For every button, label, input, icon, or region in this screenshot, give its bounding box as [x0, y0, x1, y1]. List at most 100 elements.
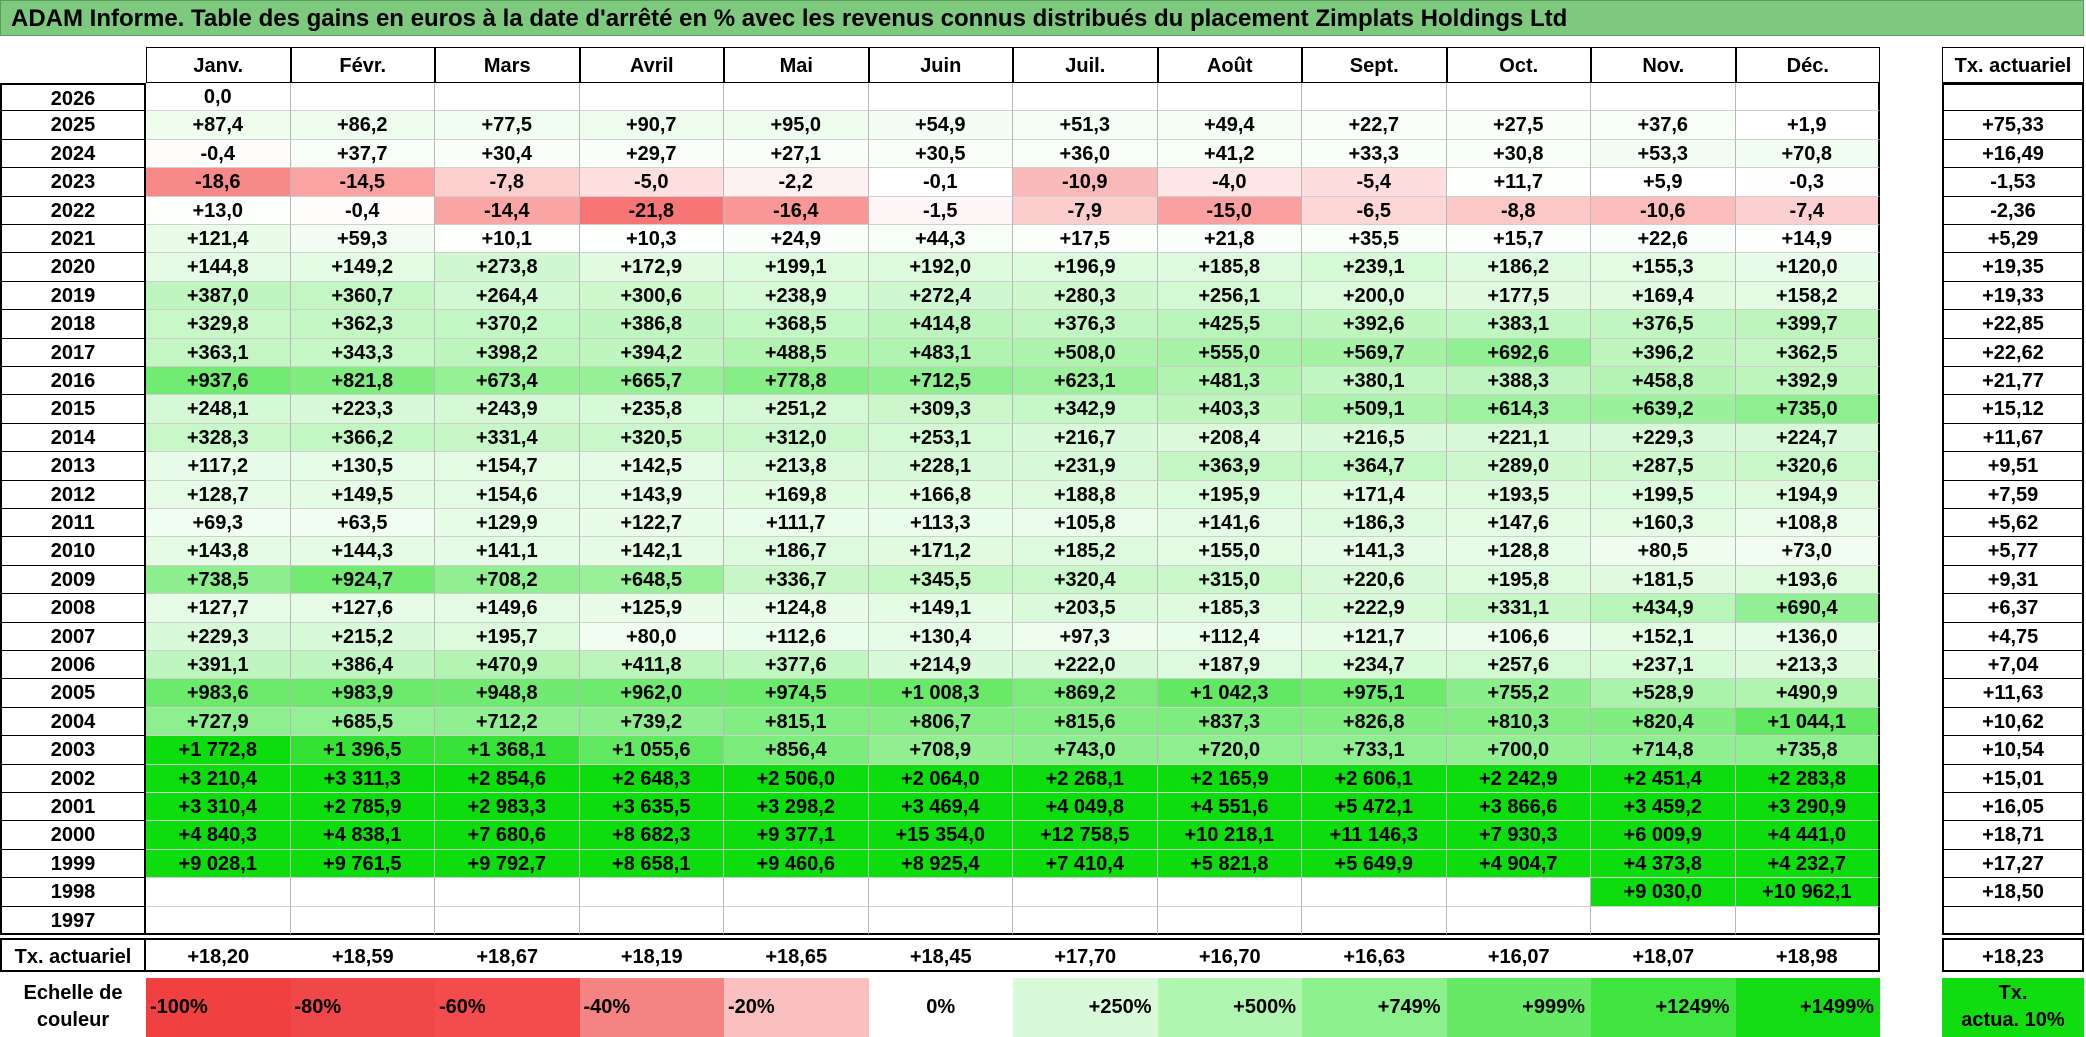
- value-cell: +738,5: [146, 565, 291, 595]
- year-cell: 2015: [0, 395, 146, 424]
- value-cell: +309,3: [868, 395, 1013, 424]
- footer-value: +16,07: [1446, 938, 1591, 972]
- value-cell: +399,7: [1735, 310, 1880, 339]
- value-cell: +160,3: [1591, 509, 1736, 538]
- value-cell: +10,3: [579, 225, 724, 254]
- value-cell: -0,4: [146, 139, 291, 169]
- value-cell: +690,4: [1735, 594, 1880, 623]
- value-cell: -21,8: [579, 196, 724, 225]
- value-cell: +203,5: [1013, 594, 1158, 623]
- value-cell: +24,9: [724, 225, 869, 254]
- year-cell: 2019: [0, 281, 146, 311]
- value-cell: +112,4: [1157, 622, 1302, 651]
- footer-total: +18,23: [1942, 938, 2084, 972]
- value-cell: +700,0: [1446, 736, 1591, 765]
- value-cell: +7 680,6: [435, 821, 580, 850]
- value-cell: +117,2: [146, 452, 291, 481]
- value-cell: +149,6: [435, 594, 580, 623]
- value-cell: +623,1: [1013, 367, 1158, 396]
- value-cell: +312,0: [724, 423, 869, 453]
- value-cell: [1446, 878, 1591, 907]
- year-cell: 1997: [0, 906, 146, 935]
- value-cell: +188,8: [1013, 480, 1158, 509]
- value-cell: [1157, 906, 1302, 935]
- scale-swatch: +999%: [1446, 978, 1591, 1037]
- value-cell: +27,5: [1446, 111, 1591, 140]
- year-cell: 2023: [0, 168, 146, 197]
- scale-swatch: +749%: [1302, 978, 1447, 1037]
- month-header: Janv.: [146, 47, 291, 83]
- value-cell: +9 460,6: [724, 849, 869, 879]
- tx-actuariel-cell: [1942, 83, 2084, 112]
- value-cell: +4 838,1: [290, 821, 435, 850]
- tx-actuariel-cell: +16,49: [1942, 139, 2084, 169]
- value-cell: +27,1: [724, 139, 869, 169]
- tx-actuariel-cell: +11,67: [1942, 423, 2084, 453]
- value-cell: [146, 906, 291, 935]
- year-cell: 2024: [0, 139, 146, 169]
- value-cell: +200,0: [1302, 281, 1447, 311]
- value-cell: +69,3: [146, 509, 291, 538]
- value-cell: +112,6: [724, 622, 869, 651]
- value-cell: -7,4: [1735, 196, 1880, 225]
- value-cell: +195,8: [1446, 565, 1591, 595]
- value-cell: +328,3: [146, 423, 291, 453]
- value-cell: +343,3: [290, 338, 435, 367]
- value-cell: +3 290,9: [1735, 793, 1880, 822]
- value-cell: +2 606,1: [1302, 764, 1447, 793]
- tx-actuariel-cell: +9,51: [1942, 452, 2084, 481]
- value-cell: +129,9: [435, 509, 580, 538]
- value-cell: 0,0: [146, 83, 291, 112]
- value-cell: +708,9: [868, 736, 1013, 765]
- value-cell: +414,8: [868, 310, 1013, 339]
- value-cell: +229,3: [146, 622, 291, 651]
- value-cell: +735,8: [1735, 736, 1880, 765]
- scale-swatch: +250%: [1013, 978, 1158, 1037]
- value-cell: +2 451,4: [1591, 764, 1736, 793]
- value-cell: +7 410,4: [1013, 849, 1158, 879]
- value-cell: -0,3: [1735, 168, 1880, 197]
- value-cell: +17,5: [1013, 225, 1158, 254]
- value-cell: +12 758,5: [1013, 821, 1158, 850]
- value-cell: +223,3: [290, 395, 435, 424]
- value-cell: +300,6: [579, 281, 724, 311]
- value-cell: +3 210,4: [146, 764, 291, 793]
- value-cell: +51,3: [1013, 111, 1158, 140]
- value-cell: +172,9: [579, 253, 724, 282]
- month-header: Juin: [868, 47, 1013, 83]
- month-header: Oct.: [1446, 47, 1591, 83]
- value-cell: +4 840,3: [146, 821, 291, 850]
- value-cell: +528,9: [1591, 679, 1736, 708]
- value-cell: +143,9: [579, 480, 724, 509]
- value-cell: [1735, 906, 1880, 935]
- value-cell: +54,9: [868, 111, 1013, 140]
- tx-actuariel-cell: +7,04: [1942, 651, 2084, 680]
- value-cell: +815,6: [1013, 707, 1158, 737]
- value-cell: [146, 878, 291, 907]
- value-cell: +158,2: [1735, 281, 1880, 311]
- value-cell: +22,6: [1591, 225, 1736, 254]
- tx-actuariel-cell: +15,01: [1942, 764, 2084, 793]
- value-cell: +320,5: [579, 423, 724, 453]
- value-cell: +336,7: [724, 565, 869, 595]
- value-cell: +106,6: [1446, 622, 1591, 651]
- value-cell: +186,3: [1302, 509, 1447, 538]
- value-cell: +127,6: [290, 594, 435, 623]
- value-cell: [579, 83, 724, 112]
- year-cell: 2005: [0, 679, 146, 708]
- tx-actuariel-cell: +22,85: [1942, 310, 2084, 339]
- value-cell: +49,4: [1157, 111, 1302, 140]
- value-cell: +820,4: [1591, 707, 1736, 737]
- tx-actuariel-cell: -2,36: [1942, 196, 2084, 225]
- value-cell: +345,5: [868, 565, 1013, 595]
- value-cell: [435, 878, 580, 907]
- value-cell: -15,0: [1157, 196, 1302, 225]
- value-cell: +154,7: [435, 452, 580, 481]
- value-cell: +712,2: [435, 707, 580, 737]
- year-cell: 2016: [0, 367, 146, 396]
- value-cell: +122,7: [579, 509, 724, 538]
- footer-value: +18,65: [724, 938, 869, 972]
- value-cell: +141,3: [1302, 537, 1447, 566]
- value-cell: [435, 83, 580, 112]
- value-cell: +555,0: [1157, 338, 1302, 367]
